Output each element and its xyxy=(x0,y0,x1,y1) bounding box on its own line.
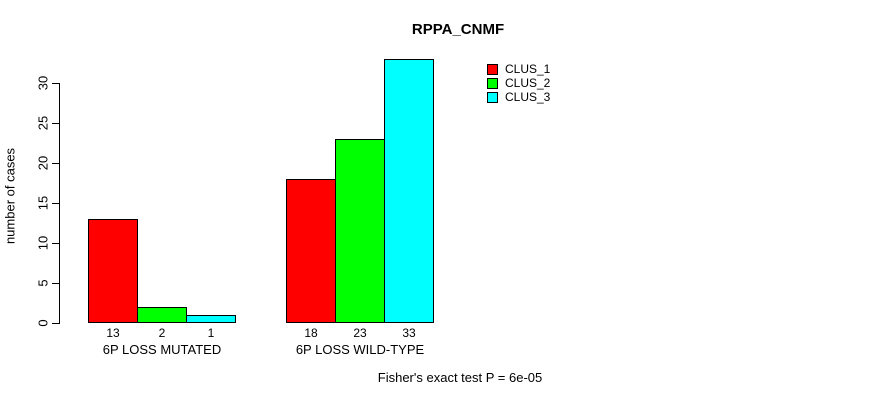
legend: CLUS_1 CLUS_2 CLUS_3 xyxy=(487,62,550,104)
y-tick-mark xyxy=(52,243,59,244)
bar-clus_3-group1 xyxy=(186,315,236,323)
y-tick-label: 25 xyxy=(35,115,51,131)
legend-row: CLUS_2 xyxy=(487,76,550,90)
legend-label: CLUS_2 xyxy=(505,76,551,90)
y-tick-mark xyxy=(52,283,59,284)
legend-row: CLUS_1 xyxy=(487,62,550,76)
bar-clus_2-group2 xyxy=(335,139,385,323)
y-tick-label: 10 xyxy=(35,235,51,251)
bar-value-label: 33 xyxy=(402,326,416,340)
y-tick-label: 20 xyxy=(35,155,51,171)
bar-clus_2-group1 xyxy=(137,307,187,323)
legend-swatch xyxy=(487,91,498,103)
y-tick-label: 30 xyxy=(35,75,51,91)
legend-label: CLUS_1 xyxy=(505,62,551,76)
y-tick-label: 15 xyxy=(35,195,51,211)
chart-title: RPPA_CNMF xyxy=(411,21,505,38)
y-tick-mark xyxy=(52,323,59,324)
category-label: 6P LOSS WILD-TYPE xyxy=(295,342,425,357)
legend-label: CLUS_3 xyxy=(505,90,551,104)
legend-row: CLUS_3 xyxy=(487,90,550,104)
y-axis-line xyxy=(59,83,60,324)
stat-annotation: Fisher's exact test P = 6e-05 xyxy=(377,370,543,385)
bar-clus_1-group1 xyxy=(88,219,138,323)
y-tick-mark xyxy=(52,203,59,204)
bar-value-label: 13 xyxy=(106,326,120,340)
y-tick-mark xyxy=(52,83,59,84)
bar-value-label: 2 xyxy=(158,326,166,340)
bar-clus_3-group2 xyxy=(384,59,434,323)
category-label: 6P LOSS MUTATED xyxy=(102,342,222,357)
y-tick-label: 5 xyxy=(35,279,51,287)
y-axis-title: number of cases xyxy=(2,147,18,245)
bar-value-label: 18 xyxy=(304,326,318,340)
y-tick-mark xyxy=(52,123,59,124)
y-tick-mark xyxy=(52,163,59,164)
legend-swatch xyxy=(487,63,498,75)
bar-clus_1-group2 xyxy=(286,179,336,323)
legend-swatch xyxy=(487,77,498,89)
y-tick-label: 0 xyxy=(35,319,51,327)
bar-value-label: 1 xyxy=(207,326,215,340)
bar-value-label: 23 xyxy=(353,326,367,340)
